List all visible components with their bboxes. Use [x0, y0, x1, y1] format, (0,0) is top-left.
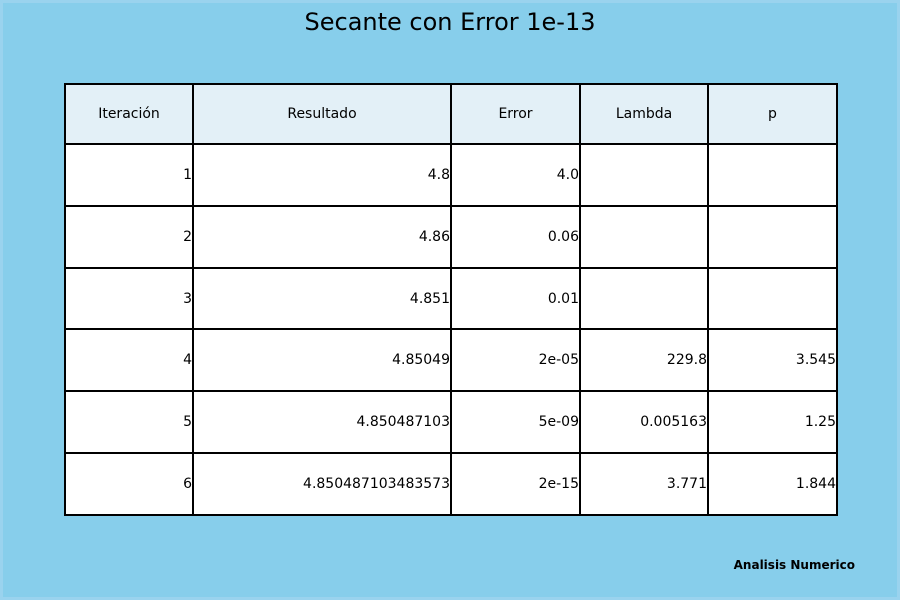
header-resultado: Resultado [192, 83, 452, 145]
cell-iteracion: 2 [64, 204, 194, 269]
cell-lambda: 229.8 [579, 328, 709, 393]
header-lambda: Lambda [579, 83, 709, 145]
cell-error: 4.0 [450, 143, 581, 207]
header-row: Iteración Resultado Error Lambda p [64, 83, 838, 145]
cell-iteracion: 6 [64, 452, 194, 516]
cell-p: 1.844 [707, 452, 838, 516]
table-row: 2 4.86 0.06 [64, 204, 838, 269]
cell-resultado: 4.850487103483573 [192, 452, 452, 516]
cell-p [707, 266, 838, 331]
cell-p: 3.545 [707, 328, 838, 393]
cell-resultado: 4.85049 [192, 328, 452, 393]
header-p: p [707, 83, 838, 145]
cell-error: 5e-09 [450, 390, 581, 455]
table-row: 4 4.85049 2e-05 229.8 3.545 [64, 328, 838, 393]
chart-title: Secante con Error 1e-13 [304, 8, 596, 36]
cell-lambda [579, 266, 709, 331]
results-table: Iteración Resultado Error Lambda p 1 4.8… [64, 83, 838, 516]
table-row: 6 4.850487103483573 2e-15 3.771 1.844 [64, 452, 838, 516]
cell-iteracion: 5 [64, 390, 194, 455]
cell-p [707, 143, 838, 207]
cell-lambda: 3.771 [579, 452, 709, 516]
table-row: 5 4.850487103 5e-09 0.005163 1.25 [64, 390, 838, 455]
cell-resultado: 4.8 [192, 143, 452, 207]
cell-error: 2e-15 [450, 452, 581, 516]
table-row: 1 4.8 4.0 [64, 143, 838, 207]
cell-p [707, 204, 838, 269]
cell-iteracion: 3 [64, 266, 194, 331]
footer-caption: Analisis Numerico [733, 558, 855, 572]
cell-p: 1.25 [707, 390, 838, 455]
cell-error: 0.06 [450, 204, 581, 269]
cell-iteracion: 4 [64, 328, 194, 393]
header-iteracion: Iteración [64, 83, 194, 145]
cell-error: 0.01 [450, 266, 581, 331]
header-error: Error [450, 83, 581, 145]
cell-lambda [579, 143, 709, 207]
cell-iteracion: 1 [64, 143, 194, 207]
table-row: 3 4.851 0.01 [64, 266, 838, 331]
cell-error: 2e-05 [450, 328, 581, 393]
cell-lambda [579, 204, 709, 269]
cell-resultado: 4.851 [192, 266, 452, 331]
cell-resultado: 4.850487103 [192, 390, 452, 455]
cell-resultado: 4.86 [192, 204, 452, 269]
cell-lambda: 0.005163 [579, 390, 709, 455]
